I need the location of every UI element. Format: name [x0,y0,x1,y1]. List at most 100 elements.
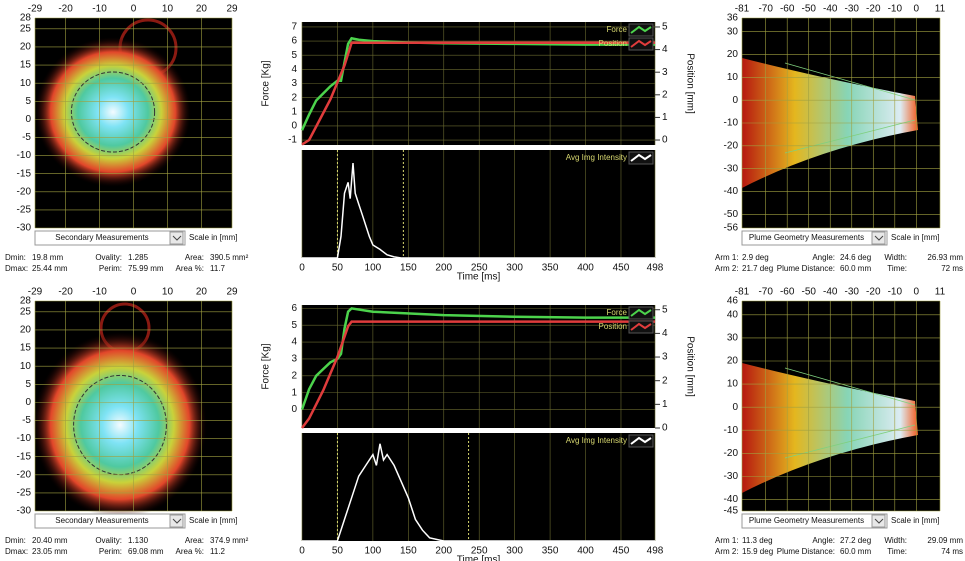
dropdown[interactable] [741,230,888,246]
x-tick-label: -81 [735,4,750,15]
dropdown-label: Secondary Measurements [55,516,148,525]
dropdown[interactable] [34,513,186,529]
y-tick-label: 0 [732,95,738,106]
x-tick-label: -40 [823,287,838,298]
y-tick-label: -40 [724,186,739,197]
y-tick-label: 0 [291,121,297,132]
x-tick-label: 450 [613,263,630,274]
series-line [300,320,655,429]
y-tick-label: 0 [25,397,31,408]
y-axis-title: Force [Kg] [261,60,272,106]
spray-blob [33,332,207,518]
plume-arm [784,119,916,154]
y-tick-label: -1 [288,135,297,146]
y-tick-label: 30 [727,26,739,37]
x-tick-label: -20 [866,4,881,15]
x-tick-label: -30 [845,287,860,298]
scale-label: Scale in [mm] [891,233,939,242]
x-tick-label: 498 [647,263,664,274]
measure-value: 21.7 deg [742,264,773,273]
plume-arm [784,367,916,406]
y-tick-label: -30 [17,223,32,234]
y-tick-label: -25 [17,205,32,216]
y2-tick-label: 1 [662,112,668,123]
legend-swatch [630,153,652,162]
y-tick-label: -30 [17,506,32,517]
dropdown[interactable] [741,513,888,529]
x-tick-label: 20 [196,287,208,298]
dropdown-arrow[interactable] [169,514,184,528]
measure-value: 60.0 mm [840,547,871,556]
y-tick-label: -5 [22,132,31,143]
x-tick-label: 300 [506,546,523,557]
y-tick-label: -40 [724,494,739,505]
measure-label: Dmax: [5,547,28,556]
measure-value: 390.5 mm² [210,253,249,262]
x-tick-label: 300 [506,263,523,274]
y-tick-label: 5 [25,379,31,390]
y-tick-label: -10 [17,150,32,161]
measure-label: Dmin: [5,253,26,262]
x-tick-label: 0 [299,263,305,274]
y-tick-label: -10 [17,433,32,444]
y-tick-label: 6 [291,36,297,47]
y-tick-label: 15 [20,343,32,354]
y-tick-label: 40 [727,309,739,320]
y-tick-label: -30 [724,163,739,174]
plume-arm [784,62,916,101]
legend-box [628,23,654,37]
y-tick-label: -20 [724,448,739,459]
y-tick-label: 28 [20,13,32,24]
x-tick-label: 200 [435,546,452,557]
y2-tick-label: 5 [662,304,668,315]
y2-tick-label: 4 [662,44,668,55]
x-tick-label: -29 [28,4,43,15]
measure-label: Dmin: [5,536,26,545]
x-tick-label: 450 [613,546,630,557]
y-tick-label: 1 [291,387,297,398]
measure-value: 24.6 deg [840,253,871,262]
y-tick-label: 30 [727,333,739,344]
x-tick-label: 100 [365,263,382,274]
measure-value: 374.9 mm² [210,536,249,545]
measure-label: Area %: [176,264,204,273]
legend-swatch [630,436,652,445]
dropdown-arrow[interactable] [169,231,184,245]
x-tick-label: 150 [400,546,417,557]
x-tick-label: -70 [758,4,773,15]
legend-label: Position [599,39,627,48]
legend-box [628,320,654,334]
x-tick-label: 400 [577,546,594,557]
measure-value: 75.99 mm [128,264,164,273]
x-tick-label: 10 [162,4,174,15]
x-tick-label: 200 [435,263,452,274]
dropdown-arrow[interactable] [871,514,886,528]
y-tick-label: 10 [727,72,739,83]
y-tick-label: 4 [291,337,297,348]
legend-box [628,37,654,51]
x-tick-label: -70 [758,287,773,298]
y-tick-label: 25 [20,24,32,35]
x-tick-label: -29 [28,287,43,298]
x-tick-label: 150 [400,263,417,274]
legend-box [628,434,654,448]
x-tick-label: -10 [888,4,903,15]
y-tick-label: 5 [291,320,297,331]
x-tick-label: 20 [196,4,208,15]
legend-label: Avg Img Intensity [566,153,627,162]
x-tick-label: 50 [332,546,344,557]
y-tick-label: 7 [291,22,297,33]
legend-swatch [630,308,652,317]
measure-label: Arm 2: [715,547,739,556]
y-tick-label: -5 [22,415,31,426]
y-tick-label: 0 [25,114,31,125]
measure-value: 72 ms [941,264,963,273]
y-tick-label: 10 [727,379,739,390]
dropdown[interactable] [34,230,186,246]
y-tick-label: -15 [17,168,32,179]
measure-value: 1.130 [128,536,149,545]
dropdown-arrow[interactable] [871,231,886,245]
y2-tick-label: 0 [662,135,668,146]
measure-value: 1.285 [128,253,149,262]
